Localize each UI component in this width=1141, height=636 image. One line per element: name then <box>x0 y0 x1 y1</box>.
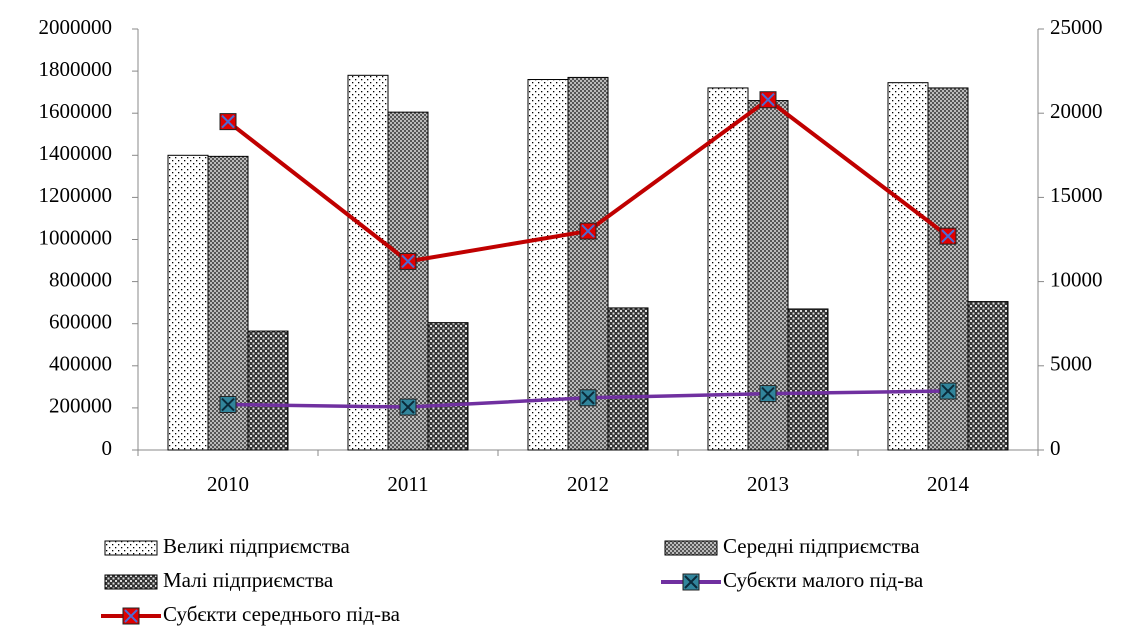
line-marker-part <box>581 391 595 405</box>
bar <box>387 111 429 451</box>
bar <box>707 87 749 451</box>
bar <box>967 301 1009 451</box>
legend-label: Субєкти малого під-ва <box>723 568 924 592</box>
legend-marker <box>682 573 700 591</box>
x-tick-label: 2012 <box>567 472 609 496</box>
y-tick-label: 1200000 <box>39 183 113 207</box>
bar <box>427 322 469 451</box>
legend-label: Середні підприємства <box>723 534 920 558</box>
line-marker-part <box>221 397 235 412</box>
bar <box>527 79 569 451</box>
x-tick-label: 2014 <box>927 472 970 496</box>
line-marker <box>219 396 237 414</box>
y-tick-label: 2000000 <box>39 15 113 39</box>
legend-marker <box>122 607 140 625</box>
x-tick-label: 2011 <box>387 472 428 496</box>
line-marker <box>939 382 957 400</box>
legend-label: Субєкти середнього під-ва <box>163 602 401 626</box>
y2-tick-label: 5000 <box>1050 352 1092 376</box>
bar <box>887 82 929 451</box>
line-marker-part <box>401 254 415 269</box>
y2-tick-label: 25000 <box>1050 15 1103 39</box>
line-marker-part <box>941 384 955 398</box>
y2-tick-label: 10000 <box>1050 267 1103 291</box>
y-tick-label: 1400000 <box>39 141 113 165</box>
line-marker-part <box>221 114 235 129</box>
y-tick-label: 1800000 <box>39 57 113 81</box>
y-tick-label: 400000 <box>49 352 112 376</box>
legend-marker-part <box>684 575 698 589</box>
y-tick-label: 800000 <box>49 267 112 291</box>
line-marker-part <box>761 386 775 401</box>
line-marker <box>399 398 417 416</box>
legend-label: Малі підприємства <box>163 568 334 592</box>
bar <box>167 154 209 451</box>
line-marker-part <box>761 93 775 107</box>
y-tick-label: 1000000 <box>39 225 113 249</box>
line-marker-part <box>581 224 595 238</box>
line-marker <box>219 113 237 131</box>
line-marker-part <box>401 400 415 414</box>
line-marker <box>759 385 777 403</box>
y2-tick-label: 15000 <box>1050 183 1103 207</box>
legend-swatch <box>664 540 718 556</box>
legend-marker-part <box>124 609 138 623</box>
line-marker-part <box>941 229 955 243</box>
line-marker <box>579 222 597 240</box>
bar <box>347 74 389 451</box>
x-tick-label: 2010 <box>207 472 249 496</box>
bar <box>607 307 649 451</box>
y-tick-label: 600000 <box>49 310 112 334</box>
y-tick-label: 1600000 <box>39 99 113 123</box>
y-tick-label: 200000 <box>49 394 112 418</box>
bar <box>787 308 829 451</box>
y2-tick-label: 20000 <box>1050 99 1103 123</box>
y2-tick-label: 0 <box>1050 436 1061 460</box>
legend-label: Великі підприємства <box>163 534 351 558</box>
line-marker <box>939 227 957 245</box>
line-marker <box>579 389 597 407</box>
bar <box>567 76 609 451</box>
legend-swatch <box>104 574 158 590</box>
line-marker <box>759 91 777 109</box>
line-marker <box>399 252 417 270</box>
x-tick-label: 2013 <box>747 472 789 496</box>
bar <box>247 330 289 451</box>
y-tick-label: 0 <box>102 436 113 460</box>
legend-swatch <box>104 540 158 556</box>
